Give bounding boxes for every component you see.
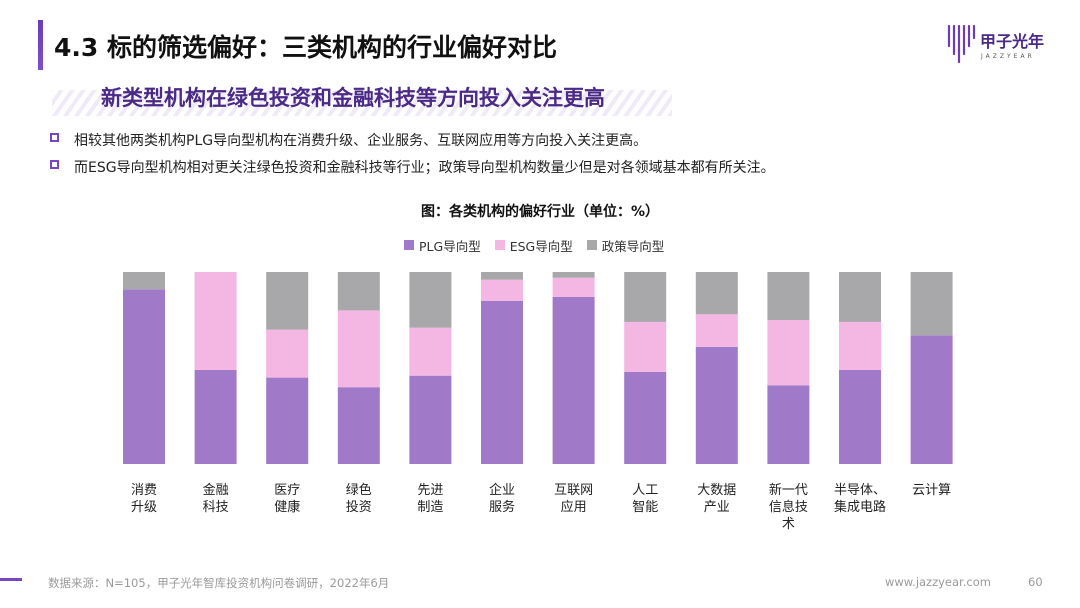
bullet-square-icon xyxy=(50,160,59,169)
bullet-square-icon xyxy=(50,133,59,142)
legend-label-esg: ESG导向型 xyxy=(509,238,573,254)
bar-segment-esg xyxy=(409,327,452,376)
bar-segment-plg xyxy=(910,335,953,464)
legend-label-plg: PLG导向型 xyxy=(419,238,481,254)
category-label: 企业服务 xyxy=(489,482,515,515)
footer-accent-line xyxy=(0,578,22,581)
legend-swatch-plg xyxy=(404,240,414,250)
bar-segment-policy xyxy=(123,272,165,290)
bar-segment-plg xyxy=(337,387,380,464)
bullet-text: 相较其他两类机构PLG导向型机构在消费升级、企业服务、互联网应用等方向投入关注更… xyxy=(74,133,648,149)
category-label: 半导体、集成电路 xyxy=(834,483,886,515)
bar-segment-esg xyxy=(767,320,810,386)
legend-item-policy: 政策导向型 xyxy=(586,236,665,254)
logo: 甲子光年 JAZZYEAR xyxy=(946,22,1056,72)
page-number: 60 xyxy=(1028,575,1043,589)
bar-segment-policy xyxy=(910,272,953,336)
bar-segment-plg xyxy=(481,300,523,464)
category-label: 医疗健康 xyxy=(274,483,300,515)
category-label: 大数据产业 xyxy=(697,483,736,515)
bar-segment-plg xyxy=(767,385,810,464)
bar-segment-policy xyxy=(266,272,309,330)
bar-segment-esg xyxy=(266,329,309,378)
bar-segment-policy xyxy=(409,272,452,328)
category-label: 互联网应用 xyxy=(554,483,593,515)
category-label: 金融科技 xyxy=(203,482,229,515)
chart-title: 图：各类机构的偏好行业（单位：%） xyxy=(420,204,660,220)
bar-segment-plg xyxy=(839,369,881,464)
bar-segment-plg xyxy=(194,369,237,464)
bar-segment-policy xyxy=(337,272,380,311)
legend-label-policy: 政策导向型 xyxy=(601,238,665,254)
bar-segment-plg xyxy=(409,375,452,464)
logo-subtext: JAZZYEAR xyxy=(981,53,1035,60)
bar-segment-policy xyxy=(481,272,523,280)
footer-website: www.jazzyear.com xyxy=(885,575,991,589)
bar-segment-esg xyxy=(552,277,595,297)
category-label: 绿色投资 xyxy=(346,482,372,515)
title-accent-bar xyxy=(38,20,43,70)
bullet-text: 而ESG导向型机构相对更关注绿色投资和金融科技等行业；政策导向型机构数量少但是对… xyxy=(74,160,775,176)
category-label: 先进制造 xyxy=(417,483,443,515)
bar-segment-policy xyxy=(767,272,810,320)
legend-swatch-policy xyxy=(586,240,597,250)
bar-segment-plg xyxy=(123,289,165,464)
legend-item-esg: ESG导向型 xyxy=(494,236,573,254)
legend-swatch-esg xyxy=(494,240,505,250)
chart-legend: PLG导向型 ESG导向型 政策导向型 xyxy=(404,236,664,254)
bar-segment-esg xyxy=(337,310,380,388)
title-bar: 4.3 标的筛选偏好：三类机构的行业偏好对比 xyxy=(38,20,898,70)
category-label: 人工智能 xyxy=(632,483,658,515)
category-label: 消费升级 xyxy=(131,483,157,515)
bar-segment-esg xyxy=(624,321,667,372)
bar-segment-plg xyxy=(695,346,738,464)
page-title: 4.3 标的筛选偏好：三类机构的行业偏好对比 xyxy=(54,33,557,62)
category-label: 云计算 xyxy=(912,483,951,498)
subtitle-background xyxy=(52,90,672,116)
bar-segment-plg xyxy=(552,296,595,464)
bar-segment-plg xyxy=(266,377,309,464)
footer-source: 数据来源：N=105，甲子光年智库投资机构问卷调研，2022年6月 xyxy=(48,576,390,590)
logo-mark-icon xyxy=(947,24,976,64)
bar-segment-esg xyxy=(695,314,738,347)
logo-text: 甲子光年 xyxy=(980,32,1045,51)
category-label: 新一代信息技术 xyxy=(769,482,808,532)
legend-item-plg: PLG导向型 xyxy=(404,236,481,254)
slide-subtitle: 新类型机构在绿色投资和金融科技等方向投入关注更高 xyxy=(101,86,605,110)
bar-segment-policy xyxy=(695,272,738,315)
bar-segment-policy xyxy=(839,272,881,322)
bar-segment-plg xyxy=(624,371,667,464)
bar-segment-esg xyxy=(194,272,237,370)
bar-segment-esg xyxy=(481,279,523,301)
bar-segment-esg xyxy=(839,321,881,370)
bar-segment-policy xyxy=(624,272,667,322)
bar-segment-policy xyxy=(552,272,595,278)
